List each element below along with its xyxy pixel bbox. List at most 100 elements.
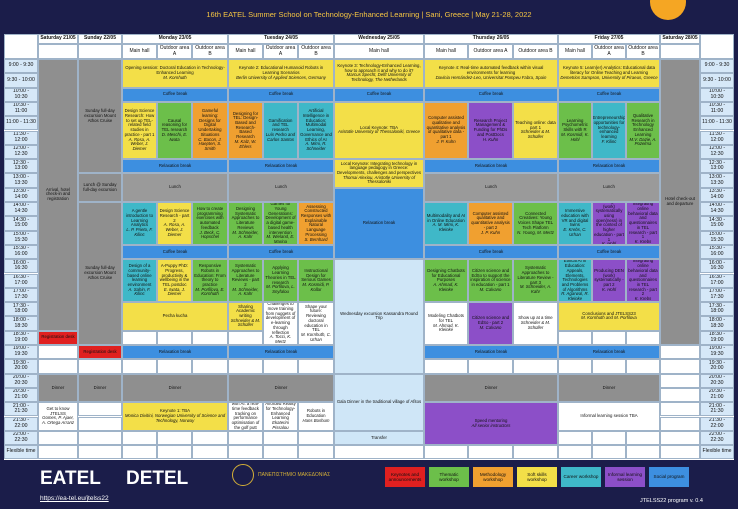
session-detail: M. Schneider, A. Kahr	[232, 229, 259, 240]
session-title: Systematic Approaches to Literature Revi…	[231, 263, 260, 287]
session-detail: Thomai Alexiou, Aristotle University of …	[342, 174, 416, 185]
time-label: 15:30 - 16:00	[700, 244, 734, 260]
legend-label: Soft skills workshop	[527, 471, 547, 482]
empty-slot	[192, 445, 228, 460]
room-header: Outdoor area A	[157, 44, 192, 59]
empty-slot	[38, 430, 78, 446]
session: Relaxation break	[558, 159, 660, 174]
session-title: Dinner	[274, 384, 288, 390]
legend-label: Keynotes and announcements	[388, 471, 422, 482]
title: 16th EATEL Summer School on Technology-E…	[206, 10, 532, 19]
session-detail: Ekaterini Pissalou	[272, 420, 289, 430]
legend-label: Social program	[653, 474, 685, 480]
session: Visual feedback with AI: a real-time fee…	[228, 402, 263, 431]
version: JTELSS22 program v. 0.4	[640, 498, 703, 504]
empty-slot	[513, 359, 558, 374]
empty-slot	[263, 445, 298, 460]
time-label: 9:00 - 9:30	[4, 59, 38, 74]
session-title: Computer assisted qualitative and quanti…	[426, 115, 466, 140]
session: Informal learning session TBA	[558, 402, 660, 431]
time-label: 21:30 - 22:00	[700, 416, 734, 431]
legend-label: Career workshop	[563, 474, 599, 480]
session: Gala Dinner in the traditional village o…	[334, 373, 424, 431]
empty-slot	[626, 359, 660, 374]
session-title: Coffee break	[268, 91, 294, 97]
session: Coffee break	[558, 87, 660, 102]
empty-slot	[660, 387, 700, 403]
time-label: 19:30 - 20:00	[700, 359, 734, 374]
time-label: 20:00 - 20:30	[700, 373, 734, 388]
session-title: Assessing Constructed Responses with Exp…	[300, 203, 332, 237]
session-title: Relaxation break	[474, 162, 508, 168]
session: Afforded Reality for Technology-Enhanced…	[263, 402, 298, 431]
session: Lunch	[424, 173, 558, 202]
day-header: Wednesday 25/05	[334, 34, 424, 44]
session-detail: Gomes, P. Ajaer, A. Ortega Arranz	[41, 415, 75, 426]
university-logo	[232, 464, 254, 486]
room-header: Outdoor area B	[513, 44, 558, 59]
session-detail: M. Ahmad, K. Kleinke	[433, 322, 459, 333]
session-title: Relaxation break	[474, 348, 508, 354]
session-detail: M. Wieland, E. Marina	[266, 234, 295, 244]
session: Citizen science and EdSo - part 2 M. Calv…	[468, 302, 513, 345]
session-title: How to create programming exercises with…	[196, 205, 224, 230]
time-label: 17:00 - 17:30	[4, 287, 38, 303]
session-title: Show up at a time	[518, 315, 553, 321]
session: Coffee break	[424, 87, 558, 102]
session-detail: Monica Divitini, Norwegian University of…	[124, 413, 226, 423]
empty-slot	[192, 430, 228, 446]
session: Coffee break	[334, 87, 424, 102]
session-title: A-Puppy PhD: Progress, productivity & we…	[159, 263, 190, 287]
legend-item: Methodology workshop	[472, 466, 514, 488]
session: Transfer	[334, 430, 424, 446]
empty-slot	[592, 430, 626, 446]
session-detail: J. P. Kuhn	[480, 229, 501, 235]
session-title: Coffee break	[478, 91, 504, 97]
session-title: Designing Chatbots for Educational Purpo…	[427, 267, 465, 283]
room-header: Main hall	[122, 44, 157, 59]
legend-item: Informal learning session	[604, 466, 646, 488]
session: Integrating online behavioral data and q…	[626, 259, 660, 303]
session: Keynote 2: Educational Humanoid Robots i…	[228, 59, 334, 88]
session-title: Local Keynote: TBA	[360, 124, 398, 130]
empty-slot	[122, 430, 157, 446]
session-detail: R. Agarwal, R. Kleinke	[561, 291, 589, 302]
session: Shape your future: Reviewing doctoral ed…	[298, 302, 334, 345]
room-header: Outdoor area A	[592, 44, 626, 59]
session-title: Local Keynote: Integrating technology in…	[336, 160, 422, 176]
session-title: Games for Young Generations: Development…	[265, 202, 296, 235]
session: Relaxation break	[122, 159, 228, 174]
session: Registration desk	[78, 345, 122, 360]
session-title: Lunch @ Sunday full-day excursion	[83, 181, 117, 192]
session-title: Sharing Academic writing	[236, 303, 255, 319]
session-title: Shape your future: Reviewing doctoral ed…	[304, 303, 328, 333]
time-label: 20:00 - 20:30	[4, 373, 38, 388]
empty-slot	[298, 359, 334, 374]
empty-slot	[122, 445, 157, 460]
session: Registration desk	[38, 330, 78, 345]
session-title: Coffee break	[596, 248, 622, 254]
session-title: Relaxation break	[158, 162, 192, 168]
session-detail: Davinia Hernández-Leo, Universitat Pompe…	[435, 74, 547, 80]
session-detail: J. Beck, C. Hopschel	[199, 229, 221, 240]
session: Arrival, hotel check-in and registration	[38, 59, 78, 331]
session-title: Relaxation break	[592, 162, 626, 168]
link[interactable]: https://ea-tel.eu/jtelss22	[40, 495, 109, 502]
session: Design Science Research - part 2 A. Rosa,…	[157, 202, 192, 245]
session: Producing DEN (work) systematically usin…	[592, 202, 626, 245]
session: Keynote 1: TBA Monica Divitini, Norwegian…	[122, 402, 228, 431]
empty-slot	[468, 445, 513, 460]
day-header: Monday 23/05	[122, 34, 228, 44]
session-title: Teaching online: data part 1	[515, 120, 556, 130]
session: Relaxation break	[228, 345, 334, 360]
session: Integrating online behavioral data and q…	[626, 202, 660, 245]
day-header: Saturday 21/05	[38, 34, 78, 44]
legend-label: Informal learning session	[607, 471, 643, 482]
empty-slot	[626, 430, 660, 446]
session-detail: A. Sahin, F. Kilinc	[128, 286, 151, 297]
logo-eatel: EATEL	[40, 468, 101, 489]
empty-slot	[78, 402, 122, 417]
session: Designing Systematic Approaches to Liter…	[228, 202, 263, 245]
empty-slot	[626, 445, 660, 460]
